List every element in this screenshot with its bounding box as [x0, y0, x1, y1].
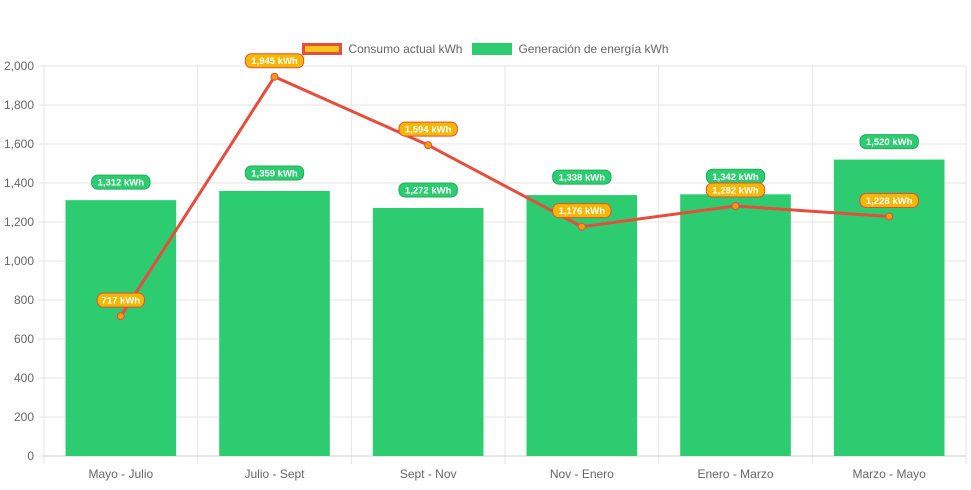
y-tick-label: 2,000 — [4, 59, 34, 73]
bar-data-label: 1,520 kWh — [866, 137, 913, 148]
line-point — [424, 141, 433, 150]
x-tick-label: Marzo - Mayo — [852, 467, 926, 481]
legend: Consumo actual kWh Generación de energía… — [0, 42, 971, 56]
bar-data-label: 1,312 kWh — [98, 178, 145, 189]
x-tick-label: Sept - Nov — [400, 467, 457, 481]
bar-data-label: 1,272 kWh — [405, 185, 452, 196]
bar — [833, 159, 945, 456]
line-data-label-bg — [244, 53, 305, 69]
line-point — [116, 312, 125, 321]
bar-data-label-bg — [859, 134, 919, 150]
bar-data-label: 1,342 kWh — [712, 172, 759, 183]
y-tick-label: 400 — [14, 371, 34, 385]
line-data-label-bg — [398, 121, 458, 137]
legend-swatch-generacion — [472, 43, 513, 55]
line-data-label-bg — [859, 193, 919, 209]
line-point — [731, 202, 740, 211]
y-tick-label: 1,400 — [4, 176, 34, 190]
line-data-label-bg — [96, 292, 145, 308]
y-tick-label: 0 — [27, 449, 34, 463]
y-tick-label: 1,000 — [4, 254, 34, 268]
x-tick-label: Enero - Marzo — [697, 467, 773, 481]
bar-data-label: 1,338 kWh — [559, 173, 606, 184]
bar — [680, 194, 791, 456]
line-data-label: 1,945 kWh — [251, 56, 298, 67]
bar-data-label-bg — [91, 174, 151, 190]
line-data-label: 717 kWh — [102, 296, 141, 307]
bar-data-label-bg — [244, 165, 305, 181]
line-data-label: 1,282 kWh — [712, 186, 759, 197]
x-tick-label: Nov - Enero — [550, 467, 614, 481]
bar — [219, 190, 330, 456]
legend-item-consumo[interactable]: Consumo actual kWh — [302, 42, 462, 56]
bar-data-label: 1,359 kWh — [251, 168, 298, 179]
legend-item-generacion[interactable]: Generación de energía kWh — [472, 42, 669, 56]
y-tick-label: 600 — [14, 332, 34, 346]
line-data-label: 1,228 kWh — [866, 196, 913, 207]
bar-data-label-bg — [398, 182, 458, 198]
legend-swatch-consumo — [302, 43, 343, 55]
line-series-consumo — [119, 75, 890, 317]
x-tick-label: Julio - Sept — [244, 467, 305, 481]
legend-label-generacion: Generación de energía kWh — [518, 42, 669, 56]
line-point — [270, 72, 279, 81]
y-tick-label: 800 — [14, 293, 34, 307]
line-point — [577, 222, 586, 231]
y-tick-label: 200 — [14, 410, 34, 424]
line-data-label: 1,594 kWh — [405, 125, 452, 136]
y-tick-label: 1,600 — [4, 137, 34, 151]
line-data-label-bg — [705, 182, 766, 198]
line-point — [885, 212, 894, 221]
line-data-label: 1,176 kWh — [559, 206, 606, 217]
y-tick-label: 1,200 — [4, 215, 34, 229]
bar-data-label-bg — [552, 169, 612, 185]
legend-label-consumo: Consumo actual kWh — [348, 42, 463, 56]
line-data-label-bg — [552, 203, 612, 219]
bar — [526, 195, 638, 456]
bar — [372, 207, 484, 456]
bar — [65, 200, 177, 456]
x-tick-label: Mayo - Julio — [88, 467, 153, 481]
y-tick-label: 1,800 — [4, 98, 34, 112]
